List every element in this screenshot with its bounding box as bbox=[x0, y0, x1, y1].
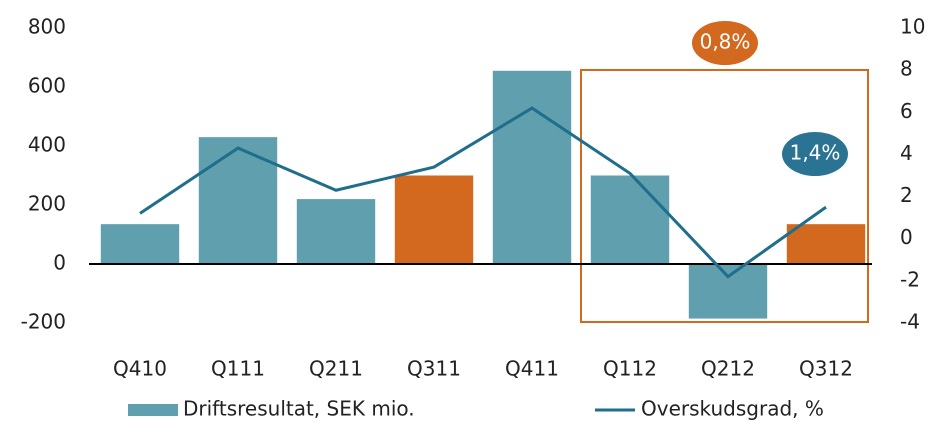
x-tick-label: Q312 bbox=[799, 357, 853, 381]
y2-tick-label: 2 bbox=[900, 183, 913, 207]
y-tick-label: 800 bbox=[28, 15, 66, 39]
y-tick-label: 200 bbox=[28, 192, 66, 216]
y2-tick-label: -2 bbox=[900, 267, 920, 291]
legend-label: Overskudsgrad, % bbox=[641, 397, 824, 421]
y-tick-label: -200 bbox=[21, 310, 66, 334]
x-tick-label: Q211 bbox=[309, 357, 363, 381]
x-tick-label: Q410 bbox=[113, 357, 167, 381]
bar bbox=[198, 137, 278, 264]
y2-tick-label: 0 bbox=[900, 225, 913, 249]
x-tick-label: Q112 bbox=[603, 357, 657, 381]
y2-tick-label: 6 bbox=[900, 99, 913, 123]
bar bbox=[786, 224, 866, 264]
annotation-bubble bbox=[782, 132, 848, 176]
y2-tick-label: 4 bbox=[900, 141, 913, 165]
x-tick-label: Q212 bbox=[701, 357, 755, 381]
line bbox=[139, 106, 827, 279]
bar bbox=[394, 175, 474, 264]
legend-label: Driftsresultat, SEK mio. bbox=[183, 397, 415, 421]
y-tick-label: 400 bbox=[28, 133, 66, 157]
y-tick-label: 600 bbox=[28, 74, 66, 98]
bar bbox=[100, 224, 180, 264]
annotation: 0,8% bbox=[700, 30, 751, 54]
y-tick-label: 0 bbox=[53, 251, 66, 275]
annotation-bubble bbox=[692, 21, 758, 65]
legend-swatch bbox=[128, 404, 178, 416]
bar bbox=[688, 264, 768, 319]
bar bbox=[296, 199, 376, 264]
x-tick-label: Q111 bbox=[211, 357, 265, 381]
x-tick-label: Q411 bbox=[505, 357, 559, 381]
y2-tick-label: 10 bbox=[900, 15, 925, 39]
y2-tick-label: 8 bbox=[900, 57, 913, 81]
x-tick-label: Q311 bbox=[407, 357, 461, 381]
y2-tick-label: -4 bbox=[900, 310, 920, 334]
highlight-box bbox=[580, 69, 869, 323]
annotation: 1,4% bbox=[790, 141, 841, 165]
bar bbox=[590, 175, 670, 264]
bar bbox=[492, 70, 572, 265]
